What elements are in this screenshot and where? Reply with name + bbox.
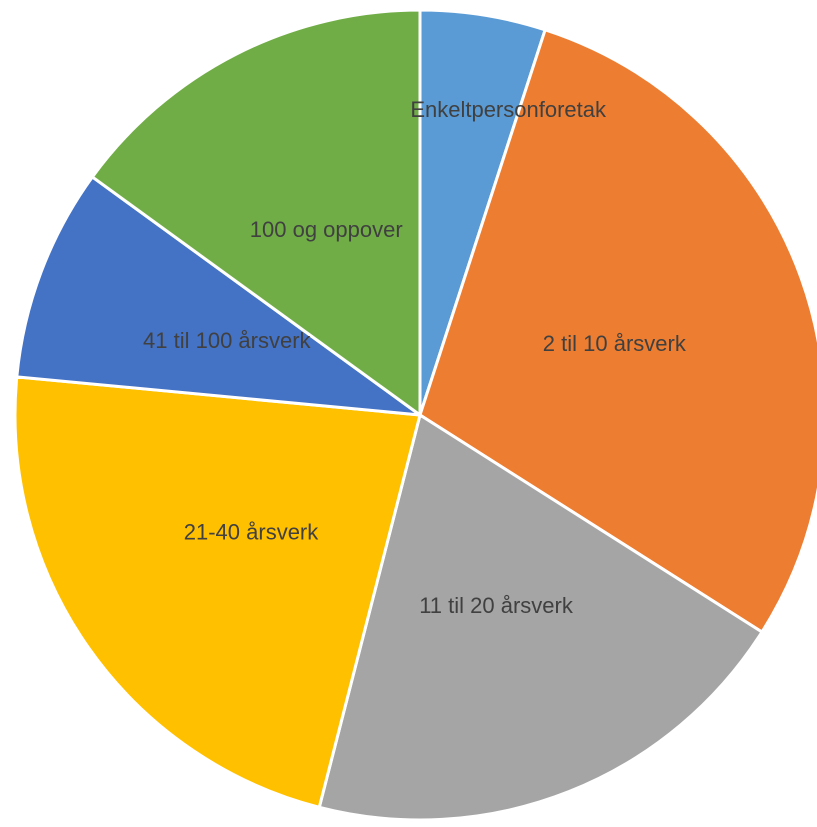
slice-label: 41 til 100 årsverk: [143, 328, 312, 353]
pie-slice: [13, 375, 422, 810]
pie-slice: [317, 412, 765, 822]
pie-slice: [90, 8, 422, 418]
pie-slice: [418, 27, 817, 635]
slice-label: Enkeltpersonforetak: [410, 97, 607, 122]
slice-label: 100 og oppover: [250, 217, 403, 242]
slice-label: 21-40 årsverk: [184, 520, 320, 545]
slice-label: 2 til 10 årsverk: [543, 331, 687, 356]
slice-label: 11 til 20 årsverk: [419, 593, 574, 618]
pie-slice: [15, 174, 426, 418]
